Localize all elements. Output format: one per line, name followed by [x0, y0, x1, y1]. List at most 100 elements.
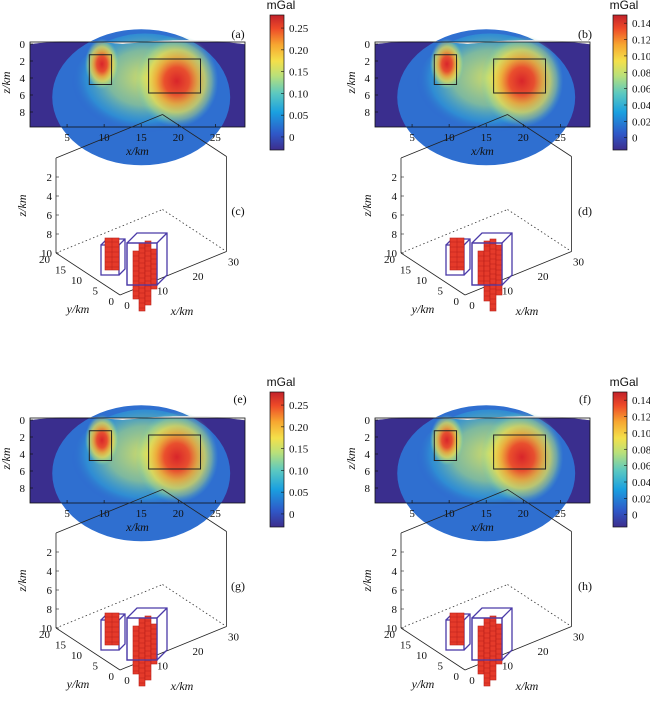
z-tick-label: 4 [20, 73, 26, 85]
x-tick-label: 5 [64, 132, 70, 144]
x3d-tick-label: 20 [538, 271, 550, 283]
y3d-tick-label: 15 [55, 640, 67, 652]
colorbar-tick-label: 0.14 [632, 395, 650, 407]
heatmap-panel: 5 10 15 20 25 0 2 4 6 8 x/km z/km [0, 405, 246, 542]
x3d-tick-label: 30 [228, 632, 240, 644]
z-axis-label: z/km [0, 447, 13, 470]
plot-frame [29, 41, 246, 128]
z3d-axis-label: z/km [15, 569, 29, 592]
z3d-axis-label: z/km [360, 569, 374, 592]
model-column [489, 615, 497, 681]
y3d-tick-label: 0 [109, 296, 115, 308]
box-edge [400, 489, 508, 534]
y3d-tick-label: 20 [384, 629, 396, 641]
x3d-axis-label: x/km [515, 679, 539, 693]
z3d-axis-label: z/km [360, 194, 374, 217]
z3d-tick-label: 8 [47, 229, 53, 241]
colorbar-tick-label: 0.20 [289, 45, 309, 57]
z3d-tick-label: 10 [386, 248, 398, 260]
colorbar-tick-label: 0.08 [632, 67, 650, 79]
z-tick-label: 2 [365, 432, 371, 444]
frame-back [471, 232, 513, 286]
axis-edge-x [464, 251, 572, 296]
colorbar-tick-label: 0.25 [289, 400, 309, 412]
colorbar-tick-label: 0 [289, 132, 295, 144]
z-tick-label: 0 [365, 39, 371, 51]
x-tick-label: 15 [481, 132, 493, 144]
colorbar-tick-label: 0.25 [289, 23, 309, 35]
model-column [489, 238, 497, 312]
body-frame-front-edge [126, 242, 158, 286]
colorbar-tick-label: 0.06 [632, 84, 650, 96]
z3d-tick-label: 6 [392, 210, 398, 222]
z-axis-label: z/km [0, 71, 13, 94]
body-model-small [449, 612, 465, 646]
x-tick-label: 20 [173, 132, 185, 144]
colorbar-tick-label: 0.02 [632, 493, 650, 505]
z3d-tick-label: 4 [392, 191, 398, 203]
colorbar-tick-label: 0.02 [632, 116, 650, 128]
z-tick-label: 2 [20, 56, 26, 68]
x-tick-label: 10 [444, 508, 456, 520]
box-edge [507, 489, 572, 532]
y3d-tick-label: 5 [93, 286, 99, 298]
y3d-tick-label: 0 [454, 296, 460, 308]
surface-line [29, 40, 246, 45]
colorbar-tick-label: 0.14 [632, 18, 650, 30]
plot-frame [374, 41, 591, 128]
box-edge [55, 489, 163, 534]
z-tick-label: 6 [365, 90, 371, 102]
plot-frame [374, 417, 591, 504]
y3d-axis-label: y/km [66, 302, 90, 316]
model-column [144, 240, 152, 306]
colorbar-tick-label: 0 [632, 133, 638, 145]
body-outline-small [88, 430, 113, 461]
frame-back [126, 232, 168, 286]
x-tick-label: 25 [555, 132, 567, 144]
z3d-tick-label: 10 [386, 623, 398, 635]
x-axis-label: x/km [125, 520, 149, 534]
x-axis-label: x/km [470, 520, 494, 534]
model-column [144, 615, 152, 681]
y3d-tick-label: 10 [416, 650, 428, 662]
x-tick-label: 25 [210, 508, 222, 520]
colorbar-unit: mGal [267, 375, 296, 389]
z3d-tick-label: 2 [47, 547, 53, 559]
z3d-tick-label: 4 [392, 566, 398, 578]
x3d-tick-label: 10 [157, 286, 169, 298]
z3d-tick-label: 8 [47, 604, 53, 616]
z-tick-label: 2 [20, 432, 26, 444]
frame-back [471, 607, 513, 661]
colorbar-unit: mGal [610, 0, 639, 12]
colorbar-tick-label: 0.10 [632, 428, 650, 440]
z-tick-label: 4 [365, 449, 371, 461]
x3d-axis-label: x/km [170, 304, 194, 318]
x3d-tick-label: 0 [124, 675, 130, 687]
z3d-tick-label: 4 [47, 191, 53, 203]
colorbar-tick-label: 0.04 [632, 477, 650, 489]
colorbar-tick-label: 0.12 [632, 35, 650, 47]
colorbar: mGal 0.25 0.20 0.15 0.10 0.05 0 [267, 375, 309, 528]
box-edge [55, 114, 163, 159]
colorbar-tick-label: 0.10 [632, 51, 650, 63]
x3d-tick-label: 10 [502, 661, 514, 673]
x3d-tick-label: 0 [469, 300, 475, 312]
panel-label: (b) [578, 27, 592, 41]
x-tick-label: 15 [481, 508, 493, 520]
z3d-axis-label: z/km [15, 194, 29, 217]
colorbar-tick-label: 0.15 [289, 67, 309, 79]
z3d-tick-label: 8 [392, 229, 398, 241]
x-tick-label: 25 [555, 508, 567, 520]
panel-label: (e) [233, 392, 246, 406]
x-tick-label: 20 [518, 132, 530, 144]
body-outline-large [493, 58, 547, 94]
x-tick-label: 20 [173, 508, 185, 520]
body-model-large [132, 240, 158, 312]
anomaly-large [480, 35, 564, 127]
z-tick-label: 2 [365, 56, 371, 68]
z3d-tick-label: 8 [392, 604, 398, 616]
colorbar-tick-label: 0.06 [632, 461, 650, 473]
